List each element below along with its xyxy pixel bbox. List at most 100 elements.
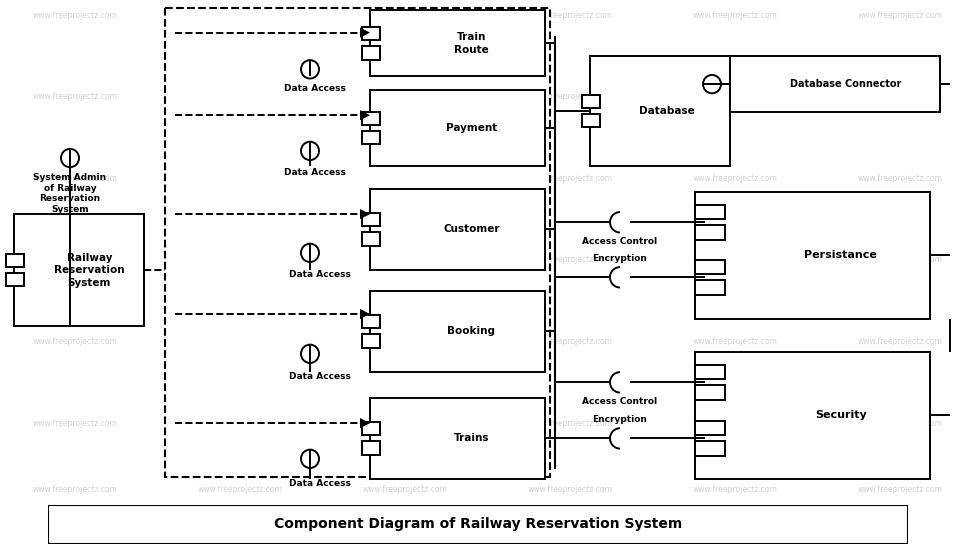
Text: Booking: Booking: [447, 326, 495, 337]
Text: Trains: Trains: [454, 433, 489, 444]
Bar: [695, 281, 725, 295]
Text: Payment: Payment: [445, 123, 497, 133]
Bar: [14, 214, 144, 326]
Bar: [362, 27, 380, 40]
Text: www.freeprojectz.com: www.freeprojectz.com: [528, 174, 613, 183]
Text: www.freeprojectz.com: www.freeprojectz.com: [198, 485, 282, 494]
Bar: [730, 56, 940, 112]
Text: www.freeprojectz.com: www.freeprojectz.com: [198, 174, 282, 183]
Text: www.freeprojectz.com: www.freeprojectz.com: [692, 255, 777, 265]
Bar: [165, 8, 550, 477]
Text: Component Diagram of Railway Reservation System: Component Diagram of Railway Reservation…: [273, 517, 683, 531]
Text: Encryption: Encryption: [593, 254, 647, 263]
Text: Access Control: Access Control: [582, 396, 658, 406]
Text: www.freeprojectz.com: www.freeprojectz.com: [198, 255, 282, 265]
Text: www.freeprojectz.com: www.freeprojectz.com: [198, 419, 282, 428]
Text: Data Access: Data Access: [289, 372, 351, 381]
Text: Database Connector: Database Connector: [790, 79, 902, 89]
Bar: [370, 89, 545, 166]
Text: Database: Database: [640, 106, 695, 116]
Text: www.freeprojectz.com: www.freeprojectz.com: [858, 11, 943, 20]
Bar: [6, 254, 24, 267]
Bar: [370, 189, 545, 270]
Bar: [362, 213, 380, 226]
Text: www.freeprojectz.com: www.freeprojectz.com: [33, 174, 118, 183]
Bar: [695, 205, 725, 219]
Bar: [362, 131, 380, 144]
Text: www.freeprojectz.com: www.freeprojectz.com: [692, 92, 777, 102]
Text: www.freeprojectz.com: www.freeprojectz.com: [692, 337, 777, 346]
Bar: [362, 232, 380, 246]
Text: www.freeprojectz.com: www.freeprojectz.com: [362, 11, 447, 20]
Text: www.freeprojectz.com: www.freeprojectz.com: [362, 92, 447, 102]
Bar: [582, 114, 600, 127]
Text: www.freeprojectz.com: www.freeprojectz.com: [528, 92, 613, 102]
Text: Customer: Customer: [444, 225, 500, 234]
Text: www.freeprojectz.com: www.freeprojectz.com: [528, 419, 613, 428]
Text: Security: Security: [815, 411, 866, 421]
Bar: [362, 315, 380, 328]
Bar: [370, 397, 545, 479]
Bar: [695, 225, 725, 239]
Bar: [590, 56, 730, 166]
Text: www.freeprojectz.com: www.freeprojectz.com: [362, 485, 447, 494]
Text: Persistance: Persistance: [804, 250, 878, 260]
Text: Data Access: Data Access: [284, 168, 346, 177]
Text: www.freeprojectz.com: www.freeprojectz.com: [362, 255, 447, 265]
Text: www.freeprojectz.com: www.freeprojectz.com: [33, 255, 118, 265]
Text: www.freeprojectz.com: www.freeprojectz.com: [692, 174, 777, 183]
Polygon shape: [360, 110, 370, 120]
Bar: [582, 95, 600, 108]
Bar: [362, 422, 380, 435]
Text: www.freeprojectz.com: www.freeprojectz.com: [33, 485, 118, 494]
Text: www.freeprojectz.com: www.freeprojectz.com: [362, 174, 447, 183]
Text: www.freeprojectz.com: www.freeprojectz.com: [362, 337, 447, 346]
Text: www.freeprojectz.com: www.freeprojectz.com: [528, 337, 613, 346]
Bar: [370, 290, 545, 372]
Text: Train
Route: Train Route: [454, 32, 489, 54]
Text: Access Control: Access Control: [582, 237, 658, 245]
Bar: [362, 47, 380, 60]
Text: www.freeprojectz.com: www.freeprojectz.com: [362, 419, 447, 428]
Bar: [362, 441, 380, 455]
Bar: [362, 111, 380, 125]
Polygon shape: [360, 27, 370, 38]
Text: www.freeprojectz.com: www.freeprojectz.com: [858, 174, 943, 183]
Text: www.freeprojectz.com: www.freeprojectz.com: [33, 337, 118, 346]
Bar: [362, 334, 380, 348]
Text: www.freeprojectz.com: www.freeprojectz.com: [198, 337, 282, 346]
Polygon shape: [360, 418, 370, 428]
Bar: [6, 273, 24, 287]
Text: www.freeprojectz.com: www.freeprojectz.com: [198, 11, 282, 20]
Bar: [370, 10, 545, 76]
Text: www.freeprojectz.com: www.freeprojectz.com: [33, 11, 118, 20]
Text: www.freeprojectz.com: www.freeprojectz.com: [858, 485, 943, 494]
Text: www.freeprojectz.com: www.freeprojectz.com: [858, 92, 943, 102]
Text: www.freeprojectz.com: www.freeprojectz.com: [692, 419, 777, 428]
Polygon shape: [360, 309, 370, 319]
Text: www.freeprojectz.com: www.freeprojectz.com: [692, 485, 777, 494]
Bar: [695, 441, 725, 456]
Text: www.freeprojectz.com: www.freeprojectz.com: [858, 419, 943, 428]
Polygon shape: [360, 209, 370, 219]
Text: Railway
Reservation
System: Railway Reservation System: [54, 253, 124, 288]
Text: Data Access: Data Access: [289, 270, 351, 279]
Text: www.freeprojectz.com: www.freeprojectz.com: [528, 255, 613, 265]
Text: Encryption: Encryption: [593, 415, 647, 424]
Text: www.freeprojectz.com: www.freeprojectz.com: [33, 419, 118, 428]
Text: Data Access: Data Access: [284, 83, 346, 93]
Text: www.freeprojectz.com: www.freeprojectz.com: [528, 485, 613, 494]
Text: www.freeprojectz.com: www.freeprojectz.com: [692, 11, 777, 20]
Bar: [695, 385, 725, 400]
Text: System Admin
of Railway
Reservation
System: System Admin of Railway Reservation Syst…: [33, 173, 106, 214]
Text: www.freeprojectz.com: www.freeprojectz.com: [858, 337, 943, 346]
Text: www.freeprojectz.com: www.freeprojectz.com: [528, 11, 613, 20]
Bar: [695, 260, 725, 274]
Bar: [695, 421, 725, 435]
Text: www.freeprojectz.com: www.freeprojectz.com: [858, 255, 943, 265]
Bar: [695, 352, 930, 479]
Bar: [695, 192, 930, 319]
Text: www.freeprojectz.com: www.freeprojectz.com: [198, 92, 282, 102]
Bar: [695, 365, 725, 379]
Text: Data Access: Data Access: [289, 479, 351, 488]
